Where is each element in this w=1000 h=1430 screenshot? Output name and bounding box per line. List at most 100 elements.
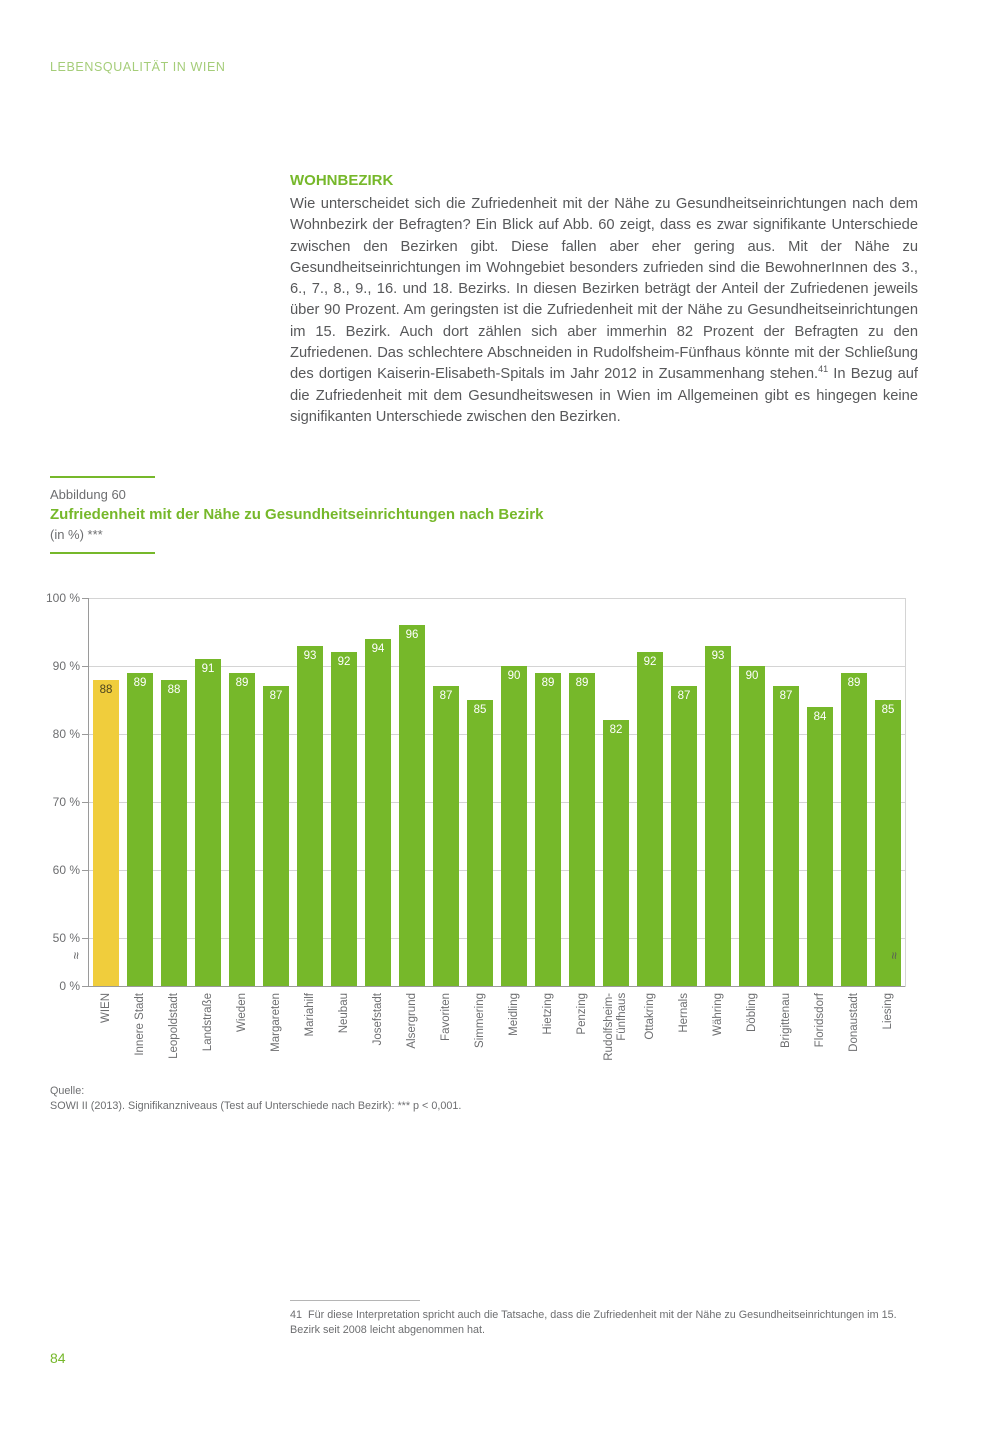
source-text: SOWI II (2013). Signifikanzniveaus (Test… [50,1100,462,1112]
bar: 94 [365,638,391,986]
running-header: LEBENSQUALITÄT IN WIEN [50,60,226,74]
x-axis-category-label-text: Hernals [677,993,690,1033]
bar-value-label: 90 [745,670,759,682]
x-axis-category-label-text: Ottakring [643,993,656,1040]
x-axis-category-label-text: Neubau [337,993,350,1034]
bar: 90 [501,666,527,986]
y-axis-tick-label: 100 % [45,591,80,605]
bar: 96 [399,625,425,986]
x-axis-category-label: Simmering [463,993,497,1095]
bar: 85 [875,700,901,986]
x-axis-category-label: Brigittenau [769,993,803,1095]
y-axis-line [88,598,89,987]
y-axis-tick-label: 0 % [59,979,80,993]
x-axis-category-label-text: Döbling [745,993,758,1032]
x-axis-category-label-text: Donaustadt [847,993,860,1052]
figure-caption: Abbildung 60 Zufriedenheit mit der Nähe … [50,476,670,554]
bar: 82 [603,720,629,986]
x-axis-category-label-text: Penzing [575,993,588,1035]
footnote-reference: 41 [818,364,829,375]
x-axis-category-label-text: Favoriten [439,993,452,1041]
bar-value-label: 89 [575,676,589,689]
footnote-number: 41 [290,1309,303,1321]
x-axis-category-label-text: Simmering [473,993,486,1048]
x-axis-category-label: Wieden [225,993,259,1095]
x-axis-category-label: Leopoldstadt [157,993,191,1095]
x-axis-category-label: Rudolfsheim- Fünfhaus [599,993,633,1095]
bar: 92 [331,652,357,986]
bar-value-label: 92 [643,656,657,669]
x-axis-category-label-text: Meidling [507,993,520,1036]
bar: 87 [671,686,697,986]
paragraph-text-1: Wie unterscheidet sich die Zufriedenheit… [290,196,918,383]
bar-value-label: 89 [541,676,555,689]
x-axis-category-label: Neubau [327,993,361,1095]
section-heading: WOHNBEZIRK [290,172,394,189]
x-axis-category-label: Liesing [871,993,905,1095]
bar: 87 [433,686,459,986]
x-axis-category-label: Innere Stadt [123,993,157,1095]
figure-label: Abbildung 60 [50,487,126,502]
gridline [88,938,906,939]
bar-chart: 100 % 90 % 80 % 70 % 60 % 50 % 0 % 88 WIEN 89 Inne… [46,591,906,1098]
axis-break-left: ≈ [69,951,85,960]
x-axis-category-label: Floridsdorf [803,993,837,1095]
bar: 92 [637,652,663,986]
bar-value-label: 94 [371,642,385,655]
bar-value-label: 88 [99,683,113,696]
x-axis-category-label-text: Wieden [235,993,248,1032]
page-number: 84 [50,1350,66,1366]
bar: 89 [229,672,255,986]
y-axis-tick-label: 50 % [52,931,80,945]
x-axis-category-label-text: Brigittenau [779,993,792,1048]
x-axis-category-label-text: Rudolfsheim- Fünfhaus [603,993,628,1061]
y-axis-tick-mark [82,666,88,667]
source-label: Quelle: [50,1085,85,1097]
gridline [88,666,906,667]
x-axis-category-label-text: Liesing [881,993,894,1030]
x-axis-category-label: Mariahilf [293,993,327,1095]
x-axis-category-label-text: Hietzing [541,993,554,1035]
x-axis-category-label-text: WIEN [99,993,112,1024]
bar: 93 [705,645,731,986]
footnote-rule [290,1300,420,1301]
y-axis-tick-mark [82,598,88,599]
x-axis-category-label: Favoriten [429,993,463,1095]
footnote-text: Für diese Interpretation spricht auch di… [290,1309,897,1336]
y-axis-tick-label: 70 % [52,795,80,809]
bar-value-label: 82 [609,724,623,737]
y-axis-tick-label: 90 % [52,659,80,673]
bar-value-label: 92 [337,656,351,669]
bar-value-label: 93 [711,649,725,662]
figure-subtitle: (in %) *** [50,527,103,542]
bar-value-label: 87 [269,690,283,703]
x-axis-category-label-text: Josefstadt [371,993,384,1046]
bar: 88 [161,679,187,986]
gridline [88,870,906,871]
x-axis-category-label: Döbling [735,993,769,1095]
x-axis-category-label: Alsergrund [395,993,429,1095]
bar: 89 [569,672,595,986]
y-axis-tick-mark [82,870,88,871]
axis-break-right: ≈ [887,951,903,960]
x-axis-category-label: Ottakring [633,993,667,1095]
paragraph-text-2: In Bezug auf die Zufriedenheit mit dem G… [290,366,918,425]
figure-title: Zufriedenheit mit der Nähe zu Gesundheit… [50,506,544,523]
footnote: 41 Für diese Interpretation spricht auch… [290,1300,918,1338]
x-axis-category-label: WIEN [89,993,123,1095]
bar-value-label: 85 [881,704,895,716]
bar: 87 [263,686,289,986]
bar: 89 [127,672,153,986]
x-axis-category-label: Meidling [497,993,531,1095]
y-axis-tick-mark [82,986,88,987]
x-axis-category-label-text: Alsergrund [405,993,418,1049]
bar-value-label: 93 [303,649,317,662]
bar-value-label: 89 [847,676,861,689]
caption-rule-bottom [50,552,155,554]
bar-value-label: 85 [473,704,487,716]
bar-value-label: 87 [779,690,793,703]
x-axis-category-label: Josefstadt [361,993,395,1095]
plot-right-border [905,598,906,987]
bar-value-label: 89 [235,676,249,689]
x-axis-category-label: Hietzing [531,993,565,1095]
